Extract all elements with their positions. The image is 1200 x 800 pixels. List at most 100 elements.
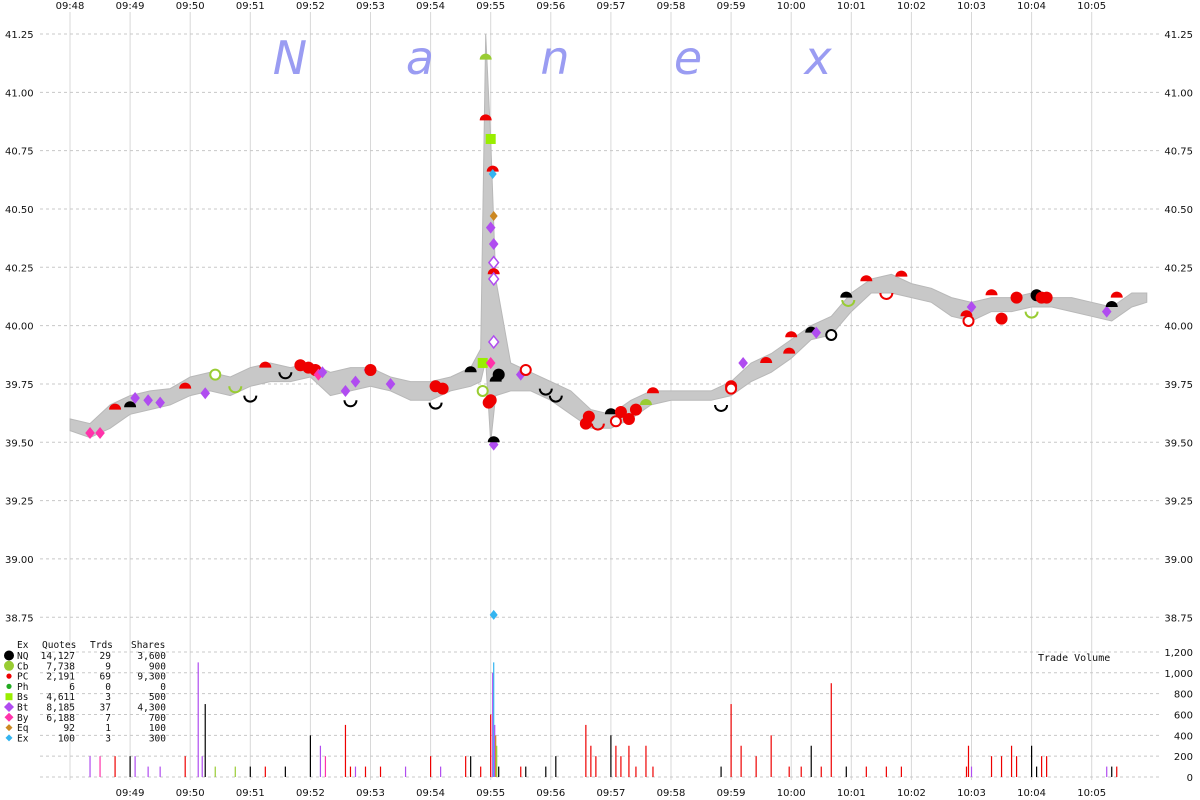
y-tick-label-left: 39.25 — [5, 497, 34, 508]
trade-marker — [143, 394, 153, 407]
trade-marker — [538, 388, 553, 396]
x-tick-label-bottom: 10:03 — [957, 788, 986, 799]
legend-shares: 700 — [149, 713, 166, 724]
volume-tick-label: 200 — [1174, 752, 1193, 763]
legend-quotes: 7,738 — [46, 661, 75, 672]
y-tick-label-right: 39.00 — [1164, 555, 1193, 566]
x-tick-label-bottom: 09:56 — [536, 788, 565, 799]
legend-exchange: By — [17, 713, 29, 724]
legend-shares: 4,300 — [137, 703, 166, 714]
trade-marker — [278, 372, 293, 380]
trade-marker — [95, 426, 105, 439]
y-tick-label-right: 41.25 — [1164, 30, 1193, 41]
trade-marker — [760, 356, 773, 363]
x-tick-label-bottom: 10:00 — [777, 788, 806, 799]
trade-marker — [487, 268, 500, 275]
x-tick-label-top: 09:48 — [56, 1, 85, 12]
trade-marker — [519, 363, 532, 376]
watermark-letter: n — [540, 31, 569, 85]
legend-quotes: 6 — [69, 682, 75, 693]
trade-marker — [477, 357, 488, 368]
trade-marker — [1010, 291, 1023, 304]
legend-shares: 3,600 — [137, 651, 166, 662]
volume-axis: 1,200 1,000 800 600 400 200 0 — [1164, 648, 1193, 784]
x-tick-label-top: 09:58 — [657, 1, 686, 12]
legend-trades: 9 — [105, 661, 111, 672]
legend-trades: 29 — [100, 651, 112, 662]
legend-header: Shares — [131, 640, 165, 651]
trade-marker — [548, 395, 563, 403]
trade-marker — [243, 395, 258, 403]
y-tick-label-left: 40.00 — [5, 322, 34, 333]
trade-marker — [895, 270, 908, 277]
legend-quotes: 14,127 — [41, 651, 75, 662]
price-band-area — [69, 33, 1148, 443]
legend-quotes: 100 — [58, 733, 75, 744]
trade-marker — [479, 114, 492, 121]
x-tick-label-bottom: 09:57 — [596, 788, 625, 799]
y-tick-label-right: 40.00 — [1164, 322, 1193, 333]
trade-marker — [209, 368, 222, 381]
volume-tick-label: 600 — [1174, 710, 1193, 721]
legend-trades: 3 — [105, 692, 111, 703]
trade-marker — [966, 300, 977, 313]
trade-marker — [259, 361, 272, 368]
trade-marker — [317, 366, 328, 379]
trade-marker — [200, 387, 211, 400]
trade-marker — [350, 375, 361, 388]
legend-swatch — [5, 734, 13, 742]
trade-marker — [487, 436, 500, 443]
y-tick-label-left: 41.00 — [5, 88, 34, 99]
x-tick-label-top: 10:03 — [957, 1, 986, 12]
trade-marker — [714, 404, 729, 412]
x-tick-label-top: 09:52 — [296, 1, 325, 12]
trade-marker — [85, 426, 95, 439]
trade-marker — [614, 405, 627, 418]
y-tick-label-left: 39.75 — [5, 380, 34, 391]
trade-marker — [590, 423, 605, 431]
y-tick-label-right: 40.50 — [1164, 205, 1193, 216]
trade-marker — [785, 331, 798, 338]
trade-marker — [124, 401, 137, 408]
watermark-letter: e — [674, 31, 702, 85]
x-tick-label-bottom: 09:49 — [116, 788, 145, 799]
trade-marker — [109, 403, 122, 410]
trade-marker — [1024, 311, 1039, 319]
y-tick-label-left: 40.50 — [5, 205, 34, 216]
trade-marker — [385, 377, 396, 390]
x-tick-label-bottom: 10:01 — [837, 788, 866, 799]
x-tick-label-bottom: 09:58 — [657, 788, 686, 799]
trade-marker — [488, 237, 499, 250]
x-tick-label-bottom: 10:02 — [897, 788, 926, 799]
y-tick-label-right: 41.00 — [1164, 88, 1193, 99]
x-tick-label-bottom: 10:05 — [1077, 788, 1106, 799]
x-tick-label-top: 09:57 — [596, 1, 625, 12]
trade-marker — [436, 382, 449, 395]
trade-marker — [622, 412, 635, 425]
trade-marker — [1110, 291, 1123, 298]
legend-swatch — [5, 693, 13, 701]
x-tick-label-top: 09:54 — [416, 1, 445, 12]
y-tick-label-left: 40.75 — [5, 147, 34, 158]
x-tick-label-bottom: 09:54 — [416, 788, 445, 799]
legend-swatch — [4, 650, 14, 661]
legend-trades: 69 — [100, 672, 112, 683]
trade-marker — [738, 356, 748, 369]
legend-header: Ex — [17, 640, 29, 651]
legend-shares: 100 — [149, 723, 166, 734]
trade-marker — [489, 609, 498, 620]
x-tick-label-bottom: 10:04 — [1017, 788, 1046, 799]
trade-marker — [313, 368, 324, 381]
trade-marker — [646, 387, 659, 394]
x-tick-label-top: 09:55 — [476, 1, 505, 12]
trade-marker — [1101, 305, 1112, 318]
legend-trades: 3 — [105, 733, 111, 744]
legend-quotes: 92 — [64, 723, 75, 734]
legend-trades: 1 — [105, 723, 111, 734]
trade-marker — [860, 275, 873, 282]
trade-marker — [485, 356, 496, 369]
trade-marker — [1040, 291, 1053, 304]
trade-marker — [639, 398, 652, 405]
legend-exchange: Bt — [17, 703, 28, 714]
